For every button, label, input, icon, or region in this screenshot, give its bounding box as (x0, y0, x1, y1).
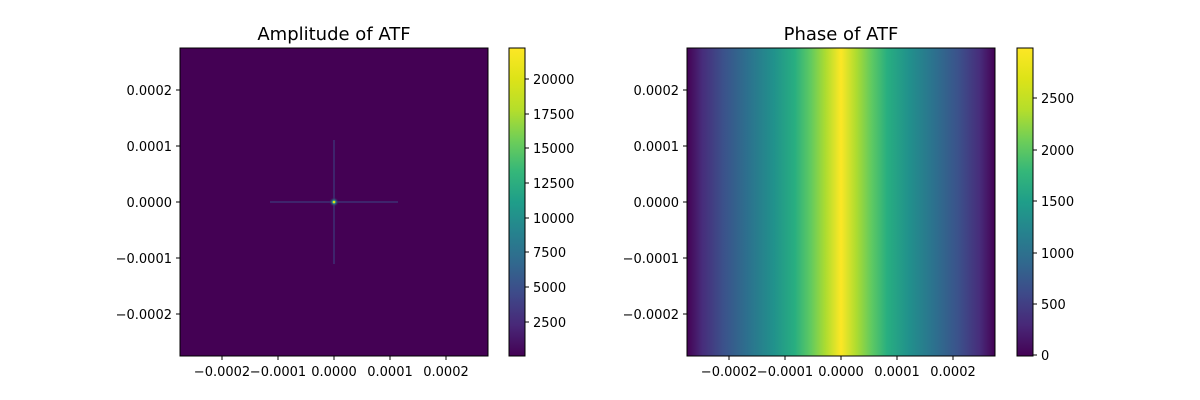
colorbar-tick-label: 15000 (533, 142, 574, 157)
x-tick-label: −0.0001 (757, 365, 813, 380)
y-tick-label: 0.0000 (634, 196, 680, 211)
x-tick-label: −0.0001 (250, 365, 306, 380)
phase-y-axis: 0.0002 0.0001 0.0000 −0.0001 −0.0002 (623, 84, 687, 323)
colorbar-tick-label: 10000 (533, 212, 574, 227)
colorbar-tick-label: 20000 (533, 73, 574, 88)
amplitude-panel: Amplitude of ATF −0.0002 −0.0001 0.0000 … (116, 24, 575, 380)
colorbar-tick-label: 1500 (1041, 195, 1074, 210)
x-tick-label: 0.0002 (423, 365, 469, 380)
y-tick-label: 0.0002 (127, 84, 173, 99)
phase-x-axis: −0.0002 −0.0001 0.0000 0.0001 0.0002 (701, 356, 976, 380)
colorbar-tick-label: 7500 (533, 246, 566, 261)
colorbar-tick-label: 500 (1041, 298, 1066, 313)
amplitude-title: Amplitude of ATF (257, 24, 410, 45)
colorbar-tick-label: 17500 (533, 108, 574, 123)
phase-plot-area (686, 47, 996, 357)
amplitude-colorbar-gradient (508, 47, 526, 357)
y-tick-label: 0.0001 (634, 140, 680, 155)
x-tick-label: 0.0001 (367, 365, 413, 380)
phase-heatmap (687, 48, 995, 356)
x-tick-label: 0.0001 (874, 365, 920, 380)
amplitude-plot-area (179, 47, 489, 357)
x-tick-label: −0.0002 (194, 365, 250, 380)
y-tick-label: −0.0002 (623, 308, 679, 323)
amplitude-colorbar: 2500 5000 7500 10000 12500 15000 17500 2… (508, 47, 574, 357)
y-tick-label: 0.0002 (634, 84, 680, 99)
y-tick-label: −0.0001 (116, 252, 172, 267)
y-tick-label: 0.0000 (127, 196, 173, 211)
y-tick-label: −0.0001 (623, 252, 679, 267)
colorbar-tick-label: 12500 (533, 177, 574, 192)
colorbar-tick-label: 2500 (533, 316, 566, 331)
x-tick-label: 0.0000 (311, 365, 357, 380)
y-tick-label: −0.0002 (116, 308, 172, 323)
amplitude-y-axis: 0.0002 0.0001 0.0000 −0.0001 −0.0002 (116, 84, 180, 323)
phase-colorbar: 0 500 1000 1500 2000 2500 (1016, 47, 1074, 364)
phase-panel: Phase of ATF −0.0002 −0.0001 0.0000 0.00… (623, 24, 1074, 380)
phase-colorbar-gradient (1016, 47, 1034, 357)
x-tick-label: 0.0002 (930, 365, 976, 380)
colorbar-tick-label: 0 (1041, 349, 1049, 364)
x-tick-label: 0.0000 (818, 365, 864, 380)
colorbar-tick-label: 2000 (1041, 144, 1074, 159)
y-tick-label: 0.0001 (127, 140, 173, 155)
colorbar-tick-label: 5000 (533, 281, 566, 296)
colorbar-tick-label: 1000 (1041, 247, 1074, 262)
colorbar-tick-label: 2500 (1041, 92, 1074, 107)
amplitude-x-axis: −0.0002 −0.0001 0.0000 0.0001 0.0002 (194, 356, 469, 380)
phase-title: Phase of ATF (784, 24, 899, 45)
x-tick-label: −0.0002 (701, 365, 757, 380)
amplitude-peak (332, 200, 336, 204)
